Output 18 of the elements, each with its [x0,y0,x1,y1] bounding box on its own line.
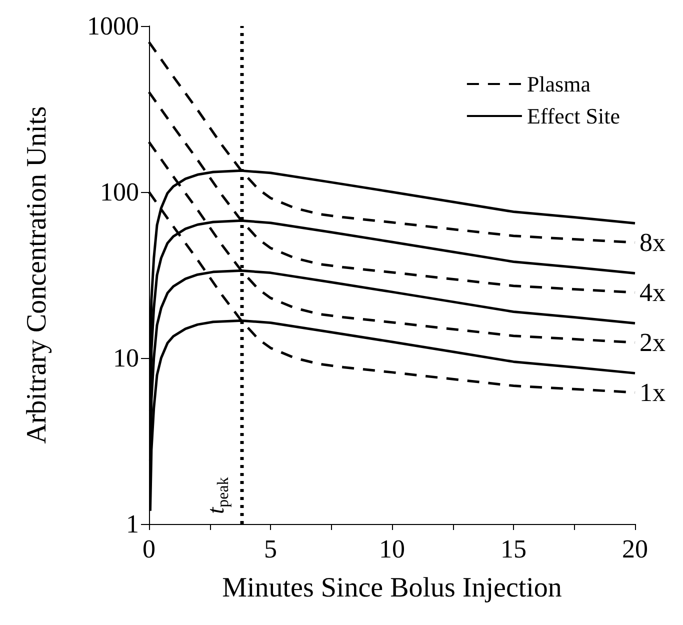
x-tick-label: 0 [142,534,156,564]
text: 4x [640,278,666,308]
x-tick-label: 15 [500,534,526,564]
ref-line-label: tpeak [203,477,232,514]
x-tick-label: 10 [379,534,405,564]
text: 8x [640,228,666,258]
legend-label: Effect Site [526,104,620,128]
y-axis-title: Arbitrary Concentration Units [22,106,52,444]
text: 2x [640,328,666,357]
y-tick-label: 100 [100,178,139,206]
x-axis-title: Minutes Since Bolus Injection [222,572,562,604]
x-tick-label: 20 [622,534,648,564]
y-tick-label: 1000 [87,12,139,40]
y-tick-label: 1 [126,510,139,538]
x-tick-label: 5 [264,534,277,564]
text: 1x [640,378,666,407]
y-tick-label: 10 [113,344,139,372]
legend-label: Plasma [526,72,591,96]
